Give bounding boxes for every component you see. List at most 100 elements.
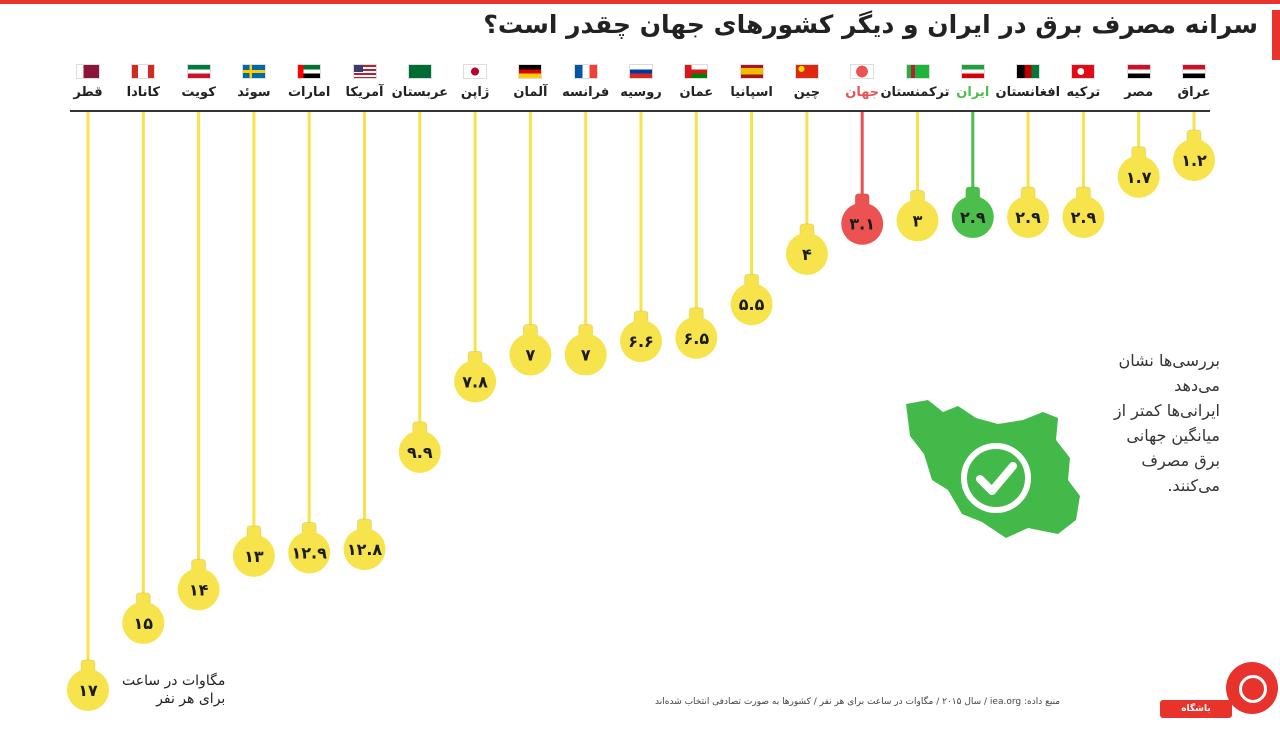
note-line: برق مصرف [1141, 451, 1220, 470]
canada-flag-icon [131, 64, 156, 79]
bulb-value-label: ۵.۵ [739, 295, 765, 314]
country-header: ترکیه [1051, 64, 1115, 100]
bulb-value-label: ۲.۹ [960, 208, 986, 227]
country-header: کانادا [111, 64, 175, 100]
bulb-mark [1173, 139, 1215, 181]
bulb-value-label: ۱۲.۹ [292, 543, 328, 562]
bulb-value-label: ۲.۹ [1071, 208, 1097, 227]
country-header: مصر [1107, 64, 1171, 100]
check-circle-icon [961, 443, 1031, 513]
bulb-mark [564, 333, 607, 376]
country-header: سوئد [222, 64, 286, 100]
country-header: جهان [830, 64, 894, 100]
bulb-mark [177, 568, 220, 611]
country-header: ژاپن [443, 64, 507, 100]
bulb-mark [232, 534, 275, 577]
country-name: ایران [956, 85, 990, 100]
check-mark-icon [976, 462, 1017, 495]
bulb-value-label: ۷ [526, 346, 536, 365]
japan-flag-icon [463, 64, 488, 79]
country-name: اسپانیا [730, 85, 773, 100]
country-name: روسیه [620, 85, 662, 100]
country-header: ایران [941, 64, 1005, 100]
turkmenistan-flag-icon [905, 64, 930, 79]
country-header: آمریکا [333, 64, 397, 100]
unit-line: مگاوات در ساعت [122, 673, 226, 689]
iran-map-icon [906, 400, 1080, 538]
bulb-mark [785, 232, 828, 275]
bulb-value-label: ۱.۲ [1181, 151, 1207, 170]
note-line: بررسی‌ها نشان می‌دهد [1118, 351, 1221, 395]
qatar-flag-icon [76, 64, 100, 79]
kuwait-flag-icon [186, 64, 211, 79]
world-globe-flag-icon [850, 64, 875, 79]
country-header: عراق [1162, 64, 1226, 100]
country-name: فرانسه [562, 85, 610, 100]
bulb-value-label: ۱.۷ [1126, 168, 1152, 187]
oman-flag-icon [684, 64, 709, 79]
logo-icon [1226, 662, 1278, 714]
bulb-value-label: ۳ [913, 211, 923, 230]
bulb-mark [730, 283, 773, 326]
country-header: اسپانیا [720, 64, 784, 100]
bulb-mark [1117, 155, 1160, 198]
logo-text: باشگاه خبرنگاران [1160, 700, 1232, 732]
bulb-mark [841, 202, 884, 245]
country-header: افغانستان [996, 64, 1060, 100]
country-name: امارات [287, 85, 331, 100]
bulb-mark [675, 316, 718, 359]
country-header: عربستان [388, 64, 452, 100]
country-name: عراق [1177, 85, 1211, 100]
country-name: جهان [845, 85, 880, 100]
country-header: عمان [664, 64, 728, 100]
bulb-value-label: ۲.۹ [1015, 208, 1041, 227]
note-line: ایرانی‌ها کمتر از [1113, 401, 1220, 420]
china-flag-icon [794, 64, 819, 79]
russia-flag-icon [629, 64, 653, 79]
germany-flag-icon [518, 64, 543, 79]
spain-flag-icon [739, 64, 764, 79]
bulb-mark [67, 669, 109, 711]
country-name: ترکیه [1066, 85, 1101, 100]
bulb-mark [454, 360, 497, 403]
country-header: روسیه [609, 64, 673, 100]
country-name: ترکمنستان [880, 85, 950, 100]
bulb-mark [122, 601, 165, 644]
bulb-value-label: ۶.۶ [628, 332, 654, 351]
bulb-value-label: ۱۵ [134, 614, 154, 633]
bulb-value-label: ۷.۸ [462, 372, 488, 391]
bulb-mark [288, 531, 331, 574]
country-name: آلمان [513, 85, 548, 100]
country-name: قطر [73, 85, 103, 100]
uae-flag-icon [297, 64, 322, 79]
header-divider [70, 110, 1210, 112]
bulb-value-label: ۶.۵ [683, 329, 709, 348]
country-header: قطر [56, 64, 120, 100]
title-accent [1272, 10, 1280, 60]
unit-line: برای هر نفر [156, 691, 226, 707]
country-header: کویت [167, 64, 231, 100]
source-note: منبع داده: iea.org / سال ۲۰۱۵ / مگاوات د… [655, 697, 1061, 707]
unit-label: مگاوات در ساعت برای هر نفر [122, 672, 225, 708]
bulb-value-label: ۴ [802, 245, 812, 264]
country-header: ترکمنستان [880, 64, 950, 100]
country-name: افغانستان [995, 85, 1061, 100]
page-title: سرانه مصرف برق در ایران و دیگر کشورهای ج… [483, 10, 1258, 39]
country-name: عربستان [391, 85, 448, 100]
france-flag-icon [573, 64, 598, 79]
bulb-mark [1007, 196, 1050, 239]
country-header: چین [775, 64, 839, 100]
bulb-value-label: ۹.۹ [407, 443, 433, 462]
bulb-chart: ۱۷ ۱۵ ۱۴ ۱۳ ۱۲.۹ ۱۲.۸ ۹.۹ ۷.۸ ۷ ۷ ۶.۶ ۶.۵ ۵.۵ ۴ ۳.۱ ۳ ۲.… [67, 112, 1215, 711]
saudi-arabia-flag-icon [407, 64, 432, 79]
bulb-mark [398, 430, 441, 473]
country-name: آمریکا [345, 85, 384, 100]
bulb-value-label: ۱۳ [244, 547, 264, 566]
note-line: می‌کنند. [1167, 476, 1220, 495]
iraq-flag-icon [1182, 64, 1206, 79]
country-header: آلمان [498, 64, 562, 100]
afghanistan-flag-icon [1016, 64, 1041, 79]
sweden-flag-icon [241, 64, 266, 79]
country-name: عمان [679, 85, 714, 100]
country-name: چین [793, 85, 821, 100]
